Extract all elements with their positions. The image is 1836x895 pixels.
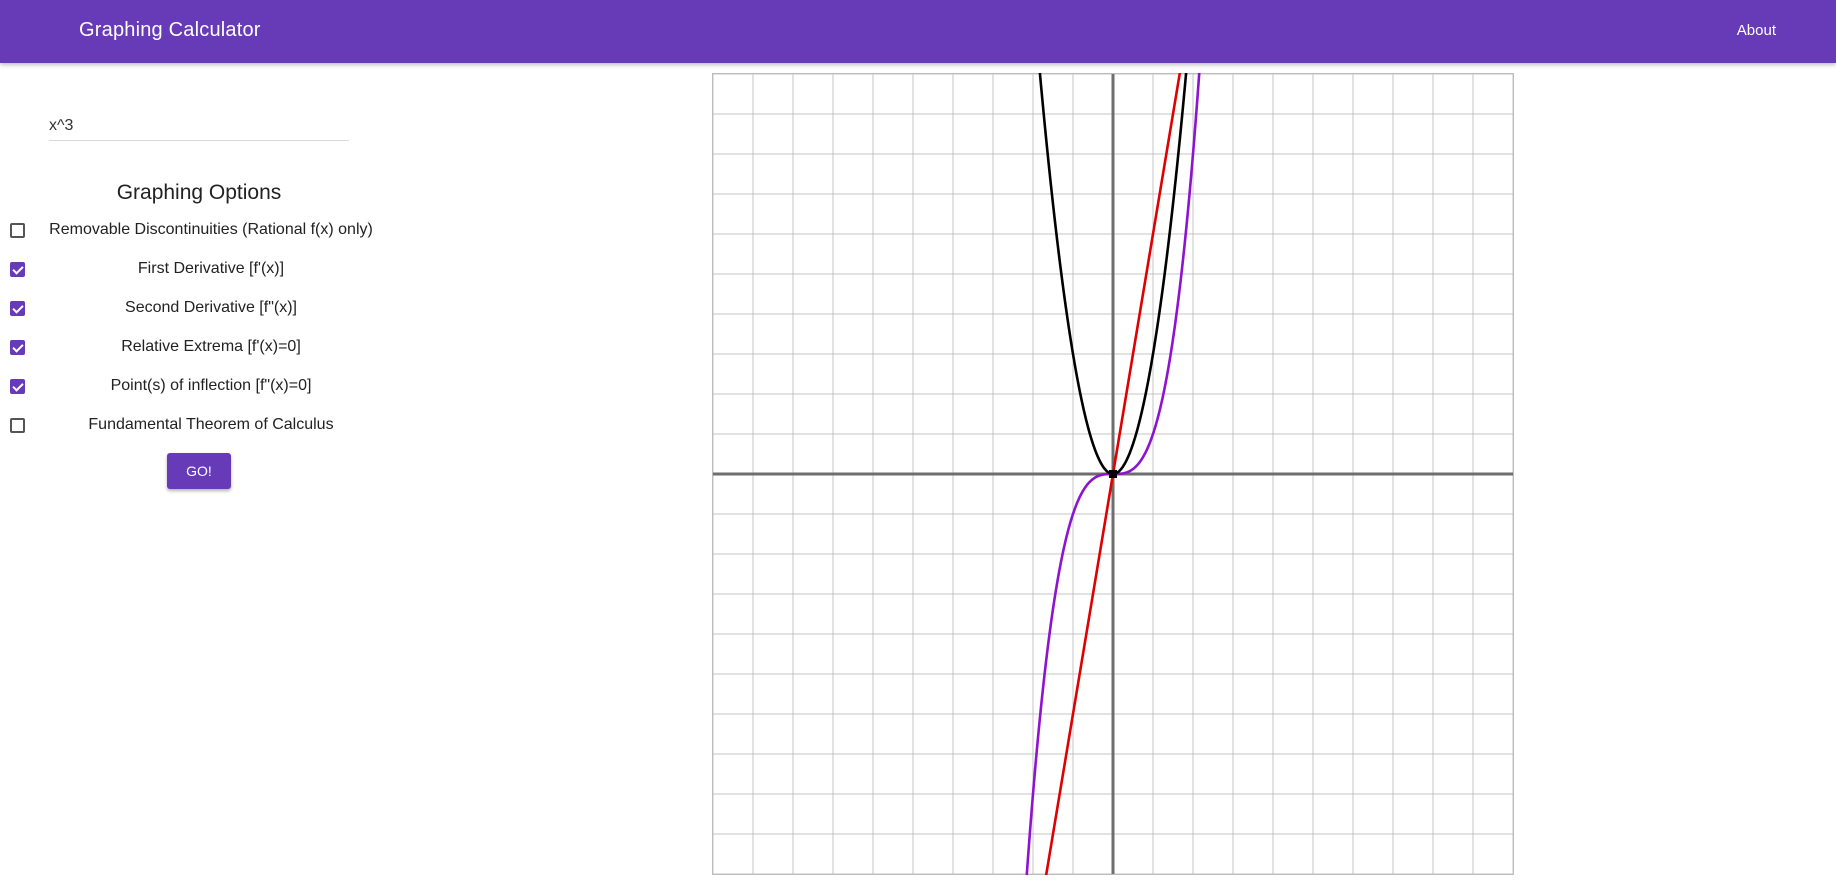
option-label: Point(s) of inflection [f"(x)=0]	[110, 377, 312, 394]
graph-border	[712, 73, 1514, 875]
app-title: Graphing Calculator	[79, 19, 261, 41]
graphing-options-heading: Graphing Options	[116, 181, 282, 204]
option-label: Fundamental Theorem of Calculus	[88, 416, 334, 433]
first-derivative-checkbox[interactable]	[10, 262, 25, 277]
removable-discontinuities-checkbox[interactable]	[10, 223, 25, 238]
about-link[interactable]: About	[1736, 22, 1776, 39]
fundamental-theorem-checkbox[interactable]	[10, 418, 25, 433]
option-label: Removable Discontinuities (Rational f(x)…	[49, 221, 373, 238]
points-of-inflection-checkbox[interactable]	[10, 379, 25, 394]
function-input[interactable]	[49, 112, 349, 141]
second-derivative-checkbox[interactable]	[10, 301, 25, 316]
option-relative-extrema[interactable]: Relative Extrema [f'(x)=0]	[0, 334, 420, 362]
option-points-of-inflection[interactable]: Point(s) of inflection [f"(x)=0]	[0, 373, 420, 401]
option-label: First Derivative [f'(x)]	[137, 260, 285, 277]
option-fundamental-theorem[interactable]: Fundamental Theorem of Calculus	[0, 412, 420, 440]
option-label: Relative Extrema [f'(x)=0]	[121, 338, 301, 355]
relative-extrema-checkbox[interactable]	[10, 340, 25, 355]
graph-panel	[712, 73, 1514, 875]
app-toolbar: Graphing Calculator About	[0, 0, 1836, 63]
critical-point-marker	[1109, 470, 1117, 478]
option-second-derivative[interactable]: Second Derivative [f"(x)]	[0, 295, 420, 323]
option-label: Second Derivative [f"(x)]	[125, 299, 297, 316]
option-first-derivative[interactable]: First Derivative [f'(x)]	[0, 256, 420, 284]
graph-canvas[interactable]	[712, 73, 1514, 875]
option-removable-discontinuities[interactable]: Removable Discontinuities (Rational f(x)…	[0, 217, 420, 245]
go-button[interactable]: GO!	[167, 453, 231, 489]
